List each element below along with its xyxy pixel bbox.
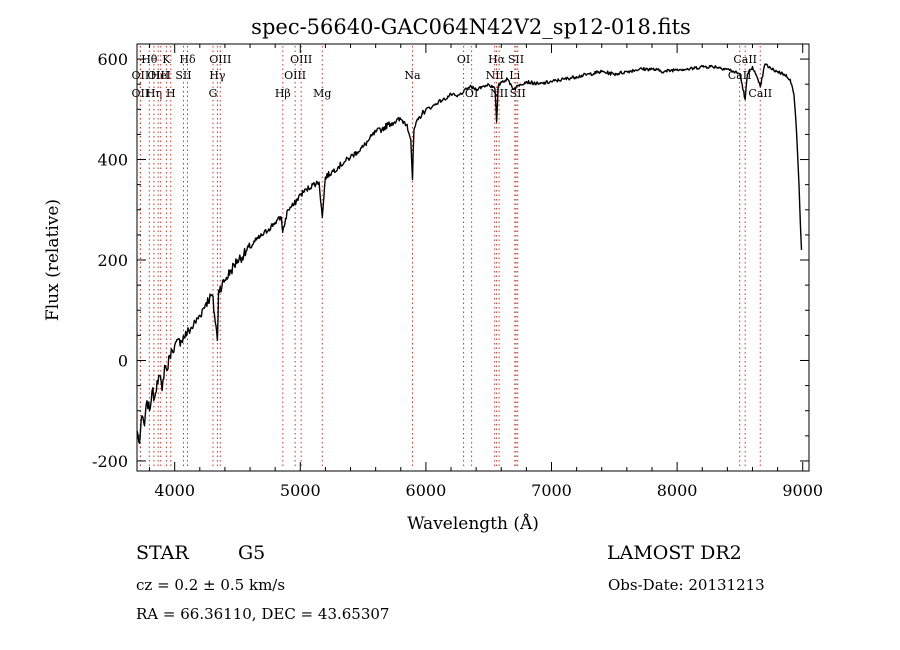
- line-marker-label: CaII: [748, 87, 772, 100]
- flux-series-line: [136, 63, 803, 445]
- line-marker-label: Hδ: [179, 53, 196, 66]
- redshift-velocity: cz = 0.2 ± 0.5 km/s: [136, 576, 286, 594]
- ra-dec-coordinates: RA = 66.36110, DEC = 43.65307: [136, 605, 390, 623]
- y-tick-label: 0: [118, 351, 128, 370]
- x-tick-label: 5000: [280, 481, 321, 500]
- object-type: STAR: [136, 542, 189, 564]
- x-tick-label: 6000: [406, 481, 447, 500]
- x-axis-label: Wavelength (Å): [407, 513, 539, 534]
- line-marker-label: SII: [175, 69, 191, 82]
- line-marker-label: Hη: [146, 87, 162, 100]
- line-marker-label: Hα: [488, 53, 506, 66]
- x-axis-ticks: 4000 5000 6000 7000 8000 9000: [149, 44, 823, 500]
- y-axis-ticks: -200 0 200 400 600: [92, 50, 809, 471]
- line-marker-label: OIII: [209, 53, 231, 66]
- line-marker-label: SII: [510, 87, 526, 100]
- line-marker-label: Hβ: [275, 87, 291, 100]
- line-marker-label: CaII: [733, 53, 757, 66]
- spectral-subclass: G5: [238, 542, 266, 564]
- chart-title: spec-56640-GAC064N42V2_sp12-018.fits: [251, 15, 691, 39]
- x-tick-label: 8000: [657, 481, 698, 500]
- line-marker-label: OIII: [147, 69, 169, 82]
- line-marker-label: H: [166, 87, 176, 100]
- line-marker-label: Hγ: [209, 69, 226, 82]
- y-tick-label: -200: [92, 452, 128, 471]
- line-marker-label: SII: [508, 53, 524, 66]
- line-marker-label: OI: [457, 53, 470, 66]
- line-marker-label: K: [162, 53, 171, 66]
- x-tick-label: 9000: [782, 481, 823, 500]
- line-marker-label: OIII: [290, 53, 312, 66]
- y-tick-label: 400: [97, 151, 128, 170]
- line-marker-label: G: [209, 87, 218, 100]
- line-marker-label: OIII: [284, 69, 306, 82]
- line-marker-label: Na: [404, 69, 421, 82]
- plot-frame: [136, 43, 810, 472]
- survey-name: LAMOST DR2: [607, 542, 742, 564]
- line-marker-label: OII: [132, 69, 150, 82]
- line-marker-label: OII: [132, 87, 150, 100]
- y-tick-label: 600: [97, 50, 128, 69]
- line-marker-label: Mg: [313, 87, 331, 100]
- line-marker-label: NII: [490, 87, 508, 100]
- line-marker-label: HeI: [151, 69, 171, 82]
- y-tick-label: 200: [97, 251, 128, 270]
- observation-date: Obs-Date: 20131213: [608, 576, 765, 594]
- line-marker-label: NII: [486, 69, 504, 82]
- line-marker-label: Li: [509, 69, 520, 82]
- y-axis-label: Flux (relative): [43, 199, 63, 321]
- x-tick-label: 4000: [154, 481, 195, 500]
- x-tick-label: 7000: [531, 481, 572, 500]
